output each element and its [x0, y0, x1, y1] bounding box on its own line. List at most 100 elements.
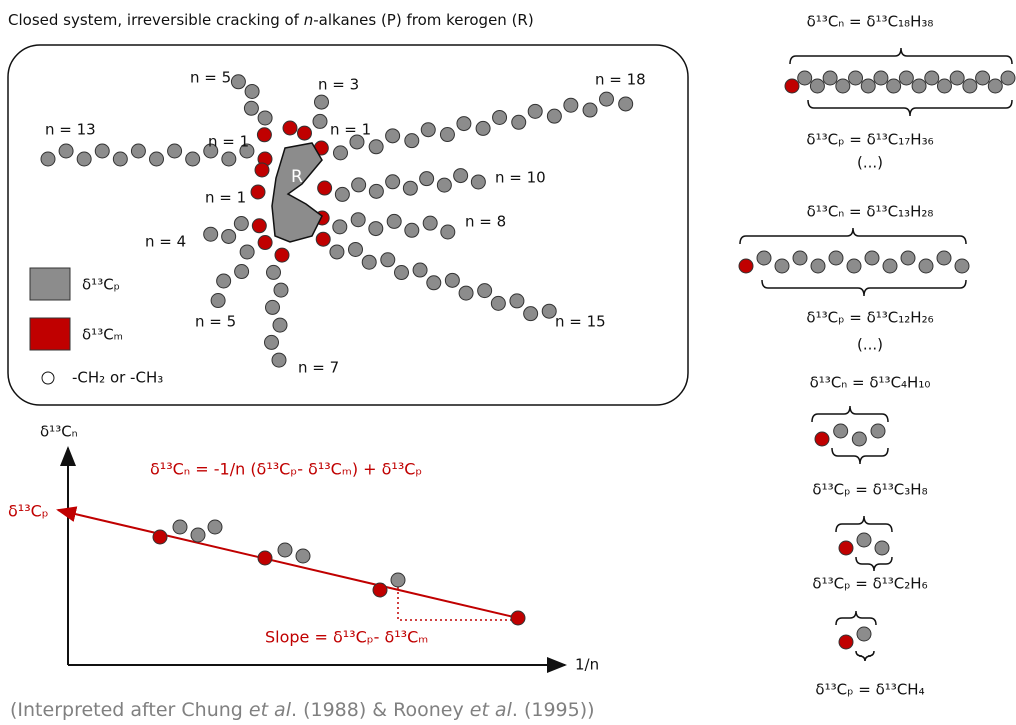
atom — [315, 231, 331, 247]
atom — [598, 91, 614, 107]
atom — [112, 151, 128, 167]
atom — [975, 70, 991, 86]
legend-label: δ¹³Cₘ — [82, 326, 123, 344]
atom — [313, 94, 329, 110]
atom — [333, 145, 349, 161]
brace — [831, 447, 889, 465]
brace — [811, 405, 889, 423]
atom — [404, 133, 420, 149]
atom — [439, 127, 455, 143]
atom — [444, 272, 460, 288]
chain-label: n = 7 — [298, 359, 339, 377]
atom — [848, 70, 864, 86]
atom — [152, 529, 168, 545]
chain-label: n = 4 — [145, 233, 186, 251]
atom — [851, 431, 867, 447]
brace — [789, 47, 1013, 65]
atom — [954, 258, 970, 274]
atom — [167, 143, 183, 159]
atom — [239, 143, 255, 159]
atom — [738, 258, 754, 274]
atom — [810, 258, 826, 274]
formula-label: δ¹³Cₚ = δ¹³C₂H₆ — [812, 575, 927, 593]
atom — [368, 221, 384, 237]
atom — [210, 293, 226, 309]
atom — [756, 250, 772, 266]
atom — [264, 334, 280, 350]
trend-line — [56, 506, 519, 619]
legend-swatch — [29, 317, 71, 351]
atom — [918, 258, 934, 274]
molecule — [40, 74, 634, 368]
atom — [527, 103, 543, 119]
atom — [924, 70, 940, 86]
column: δ¹³Cₙ = δ¹³C₁₈H₃₈ δ¹³Cₚ = δ¹³C₁₇H₃₆ (...) δ… — [738, 13, 1016, 699]
atom — [784, 78, 800, 94]
equation: δ¹³Cₙ = -1/n (δ¹³Cₚ- δ¹³Cₘ) + δ¹³Cₚ — [150, 460, 422, 479]
chain-label: n = 5 — [195, 313, 236, 331]
atom — [230, 74, 246, 90]
atom — [458, 285, 474, 301]
atom — [490, 295, 506, 311]
atom — [385, 174, 401, 190]
kerogen — [271, 142, 323, 243]
atom — [282, 120, 298, 136]
brace — [835, 515, 893, 533]
slope-label: Slope = δ¹³Cₚ- δ¹³Cₘ — [265, 628, 428, 647]
formula-label: δ¹³Cₙ = δ¹³C₄H₁₀ — [810, 374, 931, 392]
atom — [312, 113, 328, 129]
atom — [347, 241, 363, 257]
citation-part: et al — [249, 699, 292, 721]
atom — [1000, 70, 1016, 86]
legend-swatch — [41, 371, 55, 385]
atom — [40, 151, 56, 167]
atom — [797, 70, 813, 86]
atom — [372, 582, 388, 598]
title-part: -alkanes (P) from kerogen (R) — [313, 11, 533, 29]
atom — [873, 70, 889, 86]
atom — [886, 78, 902, 94]
atom — [456, 116, 472, 132]
atom — [317, 180, 333, 196]
atom — [936, 250, 952, 266]
atom — [216, 273, 232, 289]
atom — [332, 219, 348, 235]
atom — [870, 423, 886, 439]
atom — [368, 139, 384, 155]
atom — [949, 70, 965, 86]
atom — [172, 519, 188, 535]
atom — [822, 70, 838, 86]
atom — [833, 423, 849, 439]
atom — [774, 258, 790, 274]
atom — [203, 143, 219, 159]
atom — [351, 177, 367, 193]
atom — [380, 252, 396, 268]
atom — [864, 250, 880, 266]
atom — [272, 317, 288, 333]
atom — [509, 293, 525, 309]
atom — [510, 610, 526, 626]
atom — [835, 78, 851, 94]
atom — [546, 108, 562, 124]
formula-label: δ¹³Cₙ = δ¹³C₁₈H₃₈ — [807, 13, 934, 31]
formula-label: δ¹³Cₚ = δ¹³C₃H₈ — [812, 481, 927, 499]
atom — [394, 265, 410, 281]
atom — [911, 78, 927, 94]
atom — [221, 151, 237, 167]
brace — [739, 227, 967, 245]
axis-label: 1/n — [575, 656, 599, 674]
atom — [492, 109, 508, 125]
formula-label: δ¹³Cₚ = δ¹³C₁₂H₂₆ — [806, 309, 933, 327]
atom — [874, 540, 890, 556]
title: Closed system, irreversible cracking of … — [8, 11, 534, 29]
formula-label: (...) — [857, 336, 883, 354]
atom — [860, 78, 876, 94]
legend-label: -CH₂ or -CH₃ — [72, 369, 163, 387]
atom — [361, 254, 377, 270]
citation-part: . (1995)) — [512, 699, 595, 721]
atom — [828, 250, 844, 266]
atom — [221, 228, 237, 244]
chain-label: n = 18 — [595, 71, 646, 89]
atom — [440, 224, 456, 240]
